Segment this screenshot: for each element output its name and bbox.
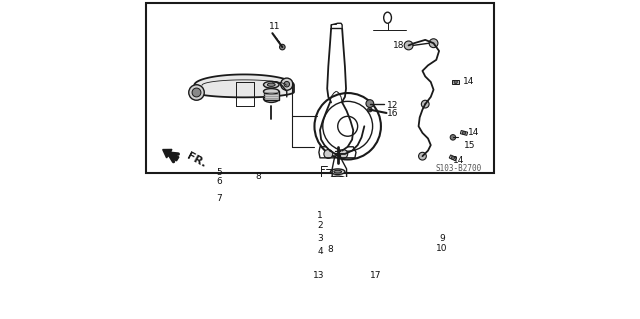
FancyArrow shape — [163, 149, 179, 161]
Text: S103-B2700: S103-B2700 — [435, 164, 481, 174]
Circle shape — [450, 135, 456, 140]
Circle shape — [281, 78, 293, 90]
Text: 6: 6 — [216, 177, 222, 186]
Circle shape — [451, 156, 454, 160]
Polygon shape — [452, 80, 459, 84]
Text: 13: 13 — [313, 271, 324, 280]
Circle shape — [339, 150, 348, 159]
Text: 14: 14 — [452, 156, 464, 165]
Text: 4: 4 — [317, 248, 323, 256]
Ellipse shape — [334, 170, 342, 173]
Circle shape — [284, 81, 289, 87]
Bar — [264, 91, 279, 100]
Text: 1: 1 — [317, 211, 323, 220]
Ellipse shape — [268, 83, 275, 86]
Text: 16: 16 — [387, 109, 399, 118]
Text: 10: 10 — [436, 244, 447, 253]
Ellipse shape — [264, 89, 279, 94]
Circle shape — [189, 85, 204, 100]
Text: 8: 8 — [255, 172, 261, 181]
Circle shape — [192, 88, 201, 97]
Text: 18: 18 — [393, 41, 404, 50]
Ellipse shape — [330, 182, 346, 190]
Text: 15: 15 — [464, 141, 476, 150]
Text: 5: 5 — [216, 168, 222, 177]
Ellipse shape — [264, 95, 279, 102]
Text: 2: 2 — [317, 221, 323, 230]
Text: 14: 14 — [468, 129, 479, 137]
Text: 11: 11 — [269, 21, 280, 31]
Text: 8: 8 — [327, 245, 333, 254]
Circle shape — [324, 150, 333, 159]
Bar — [330, 179, 346, 187]
Ellipse shape — [356, 195, 367, 199]
Polygon shape — [332, 190, 344, 204]
Polygon shape — [449, 155, 456, 161]
Ellipse shape — [330, 169, 345, 174]
Text: 12: 12 — [387, 101, 399, 110]
Polygon shape — [460, 130, 468, 135]
Circle shape — [280, 44, 285, 50]
Circle shape — [367, 108, 372, 112]
Text: 7: 7 — [216, 194, 222, 203]
Ellipse shape — [264, 81, 279, 88]
Circle shape — [404, 41, 413, 50]
Text: 14: 14 — [463, 78, 474, 86]
Circle shape — [419, 152, 426, 160]
Circle shape — [421, 100, 429, 108]
Circle shape — [454, 80, 458, 84]
Circle shape — [366, 100, 374, 108]
Text: FR.: FR. — [185, 152, 207, 170]
Ellipse shape — [330, 176, 346, 182]
Circle shape — [334, 194, 341, 200]
Text: 17: 17 — [370, 271, 381, 280]
Text: 3: 3 — [317, 234, 323, 243]
Text: 9: 9 — [439, 234, 445, 243]
Circle shape — [462, 131, 466, 135]
Polygon shape — [195, 74, 294, 97]
Circle shape — [429, 39, 438, 48]
